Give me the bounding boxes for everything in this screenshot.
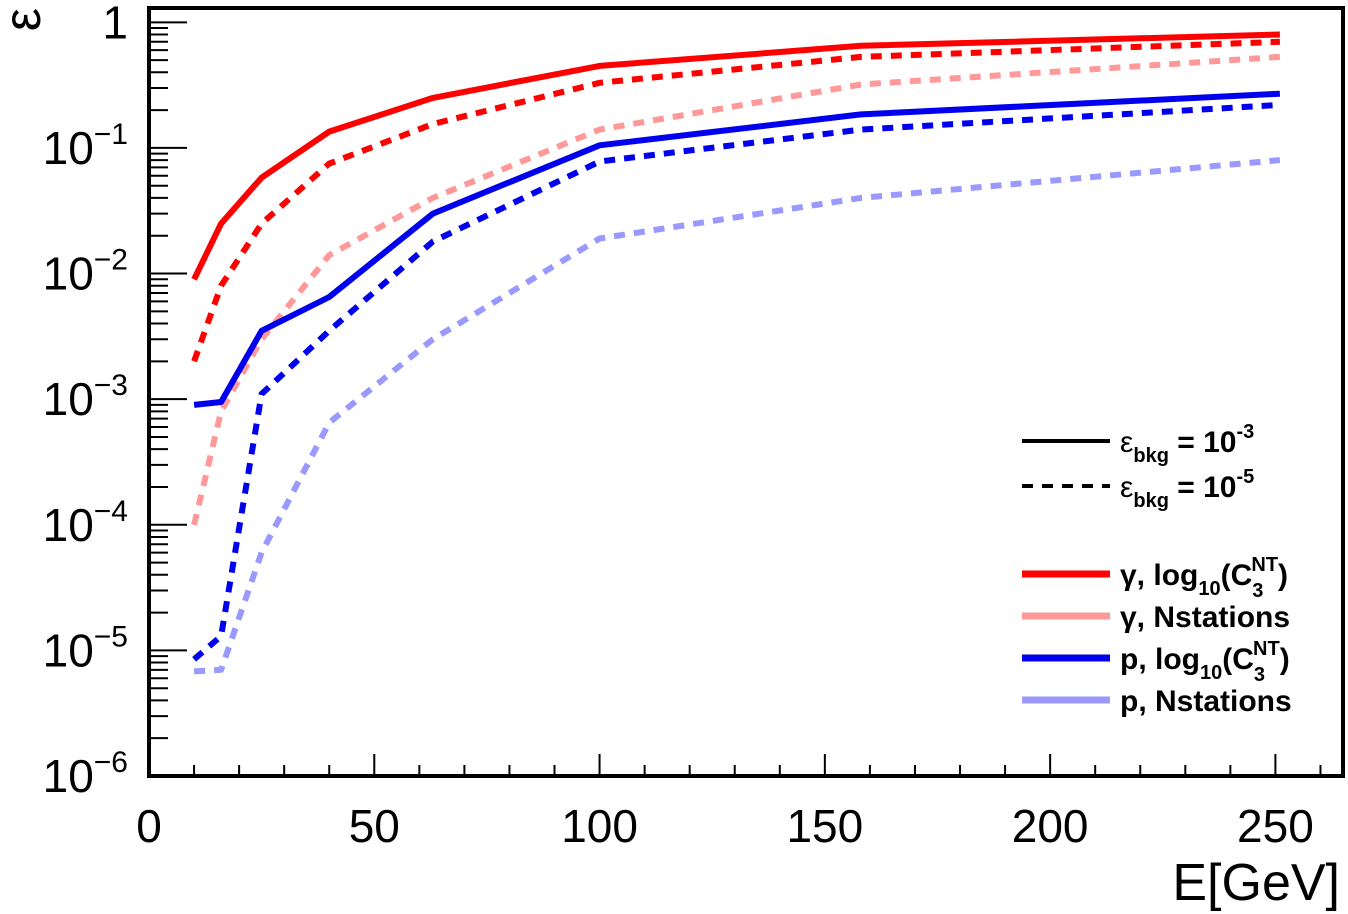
y-tick-label: 10−4 (43, 495, 128, 551)
series-line-2 (193, 157, 1281, 675)
y-tick-label: 1 (102, 0, 128, 48)
x-tick-label: 250 (1237, 800, 1314, 852)
x-tick-label: 200 (1012, 800, 1089, 852)
plot-frame (147, 6, 1345, 778)
series-line-5 (193, 90, 1281, 408)
y-tick-label: 10−6 (43, 746, 128, 802)
legend-series-label: γ, log10(C3NT) (1120, 554, 1288, 602)
series-line-1 (191, 53, 1281, 526)
y-tick-label: 10−5 (43, 620, 128, 676)
legend-series-label: γ, Nstations (1120, 601, 1290, 634)
y-tick-label: 10−2 (43, 244, 128, 300)
y-axis-title: ε (0, 8, 52, 31)
series-line-6 (192, 101, 1281, 662)
series-line-3 (191, 31, 1280, 281)
x-tick-label: 0 (136, 800, 162, 852)
x-axis-title: E[GeV] (1172, 854, 1340, 912)
legend-series-label: p, Nstations (1120, 685, 1292, 718)
x-tick-label: 100 (561, 800, 638, 852)
y-tick-label: 10−3 (43, 369, 128, 425)
x-tick-label: 150 (786, 800, 863, 852)
x-tick-label: 50 (349, 800, 400, 852)
series-layer (191, 31, 1281, 675)
series-line-4 (191, 38, 1281, 363)
legend-style-label: εbkg = 10-3 (1120, 421, 1254, 467)
legend-series-label: p, log10(C3NT) (1120, 638, 1290, 686)
legend-style-label: εbkg = 10-5 (1120, 466, 1254, 512)
y-tick-label: 10−1 (43, 118, 128, 174)
axis-layer: 0 50 100 150 200 250 1 10−1 10−2 10−3 10−4 10−5 10−6 (43, 0, 1322, 852)
